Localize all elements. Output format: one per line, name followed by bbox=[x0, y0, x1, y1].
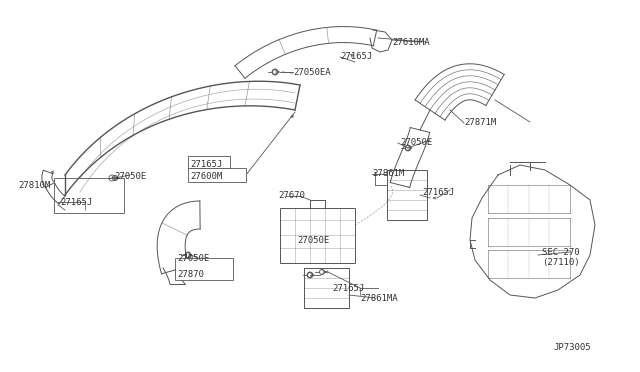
Text: 27165J: 27165J bbox=[340, 52, 372, 61]
Bar bbox=[54, 178, 124, 213]
Text: 27050E: 27050E bbox=[114, 172, 147, 181]
Bar bbox=[188, 156, 230, 168]
Text: 27610MA: 27610MA bbox=[392, 38, 429, 47]
Text: JP73005: JP73005 bbox=[553, 343, 591, 352]
Text: (27110): (27110) bbox=[542, 258, 580, 267]
Text: 27165J: 27165J bbox=[190, 160, 222, 169]
Bar bbox=[280, 208, 355, 263]
Bar bbox=[387, 170, 427, 220]
Text: 27870: 27870 bbox=[177, 270, 204, 279]
Bar bbox=[175, 258, 233, 280]
Text: 27050E: 27050E bbox=[400, 138, 432, 147]
Text: 27165J: 27165J bbox=[60, 198, 92, 207]
Text: 27670: 27670 bbox=[278, 191, 305, 200]
Bar bbox=[188, 168, 246, 182]
Text: 27165J: 27165J bbox=[332, 284, 364, 293]
Text: 27871M: 27871M bbox=[464, 118, 496, 127]
Text: 27050E: 27050E bbox=[297, 236, 329, 245]
Text: 27050EA: 27050EA bbox=[293, 68, 331, 77]
Text: 27861MA: 27861MA bbox=[360, 294, 397, 303]
Text: 27600M: 27600M bbox=[190, 172, 222, 181]
Bar bbox=[304, 268, 349, 308]
Text: 27861M: 27861M bbox=[372, 169, 404, 178]
Text: SEC 270: SEC 270 bbox=[542, 248, 580, 257]
Text: 27050E: 27050E bbox=[177, 254, 209, 263]
Text: 27810M: 27810M bbox=[18, 181, 51, 190]
Text: 27165J: 27165J bbox=[422, 188, 454, 197]
